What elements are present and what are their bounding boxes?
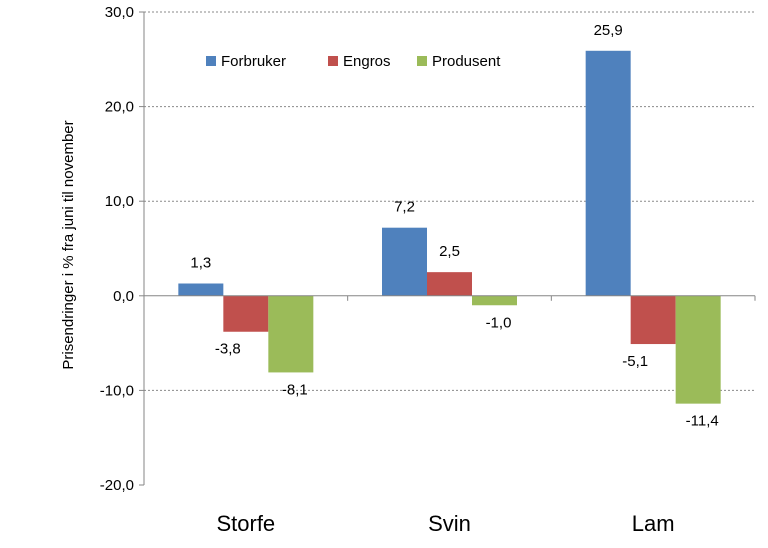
legend-swatch-engros — [328, 56, 338, 66]
bars — [178, 50, 721, 404]
x-category-label: Svin — [428, 511, 471, 536]
bar-produsent-lam — [675, 295, 721, 404]
legend-swatch-produsent — [417, 56, 427, 66]
data-label: 2,5 — [439, 243, 460, 260]
data-label: -11,4 — [686, 413, 719, 430]
y-tick-label: 10,0 — [105, 193, 134, 210]
bar-produsent-storfe — [268, 295, 314, 373]
x-category-label: Lam — [632, 511, 675, 536]
legend-label-forbruker: Forbruker — [221, 53, 286, 70]
data-label: 25,9 — [594, 22, 623, 39]
data-label: -5,1 — [622, 353, 648, 370]
axes — [139, 11, 756, 486]
data-label: -3,8 — [215, 341, 241, 358]
y-tick-label: 0,0 — [113, 288, 134, 305]
y-tick-label: 20,0 — [105, 99, 134, 116]
y-axis-title: Prisendringer i % fra juni til november — [60, 120, 77, 369]
y-tick-label: -20,0 — [100, 477, 134, 494]
legend-label-engros: Engros — [343, 53, 391, 70]
gridlines — [144, 11, 755, 391]
bar-forbruker-storfe — [178, 283, 224, 296]
bar-engros-svin — [427, 272, 472, 296]
legend-swatch-forbruker — [206, 56, 216, 66]
data-label: -8,1 — [282, 381, 308, 398]
data-label: 1,3 — [190, 255, 211, 272]
y-tick-label: -10,0 — [100, 382, 134, 399]
x-category-label: Storfe — [216, 511, 275, 536]
bar-engros-lam — [630, 295, 676, 345]
legend-label-produsent: Produsent — [432, 53, 501, 70]
legend: Forbruker Engros Produsent — [206, 53, 501, 70]
bar-forbruker-svin — [382, 227, 427, 296]
bar-produsent-svin — [472, 295, 517, 306]
y-tick-label: 30,0 — [105, 4, 134, 21]
labels: 30,0 20,0 10,0 0,0 -10,0 -20,0 1,3 -3,8 -8,1 Stor… — [100, 4, 719, 536]
bar-forbruker-lam — [585, 50, 631, 296]
data-label: 7,2 — [394, 199, 415, 216]
data-label: -1,0 — [486, 314, 512, 331]
bar-engros-storfe — [223, 295, 269, 332]
